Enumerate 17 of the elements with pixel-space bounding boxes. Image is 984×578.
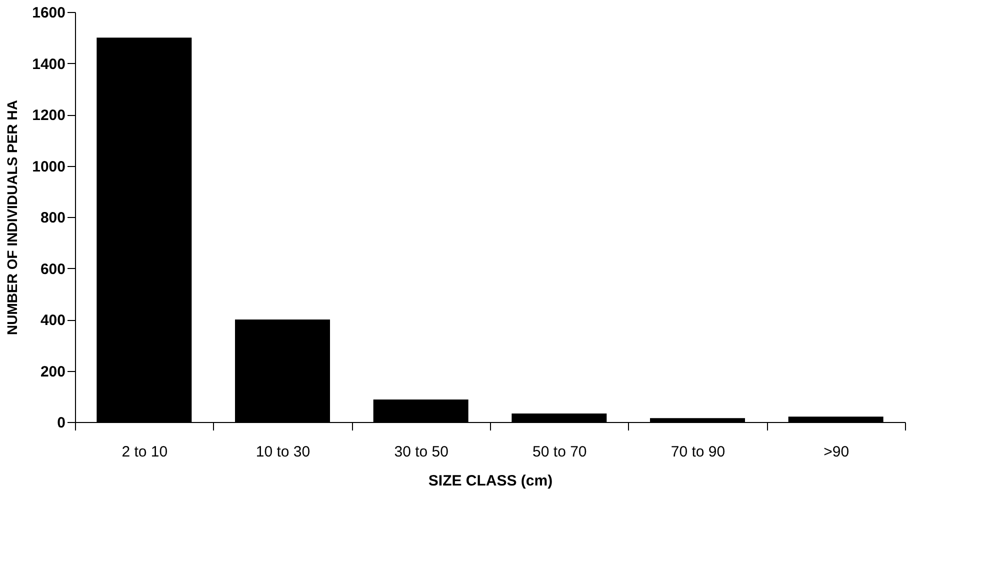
y-tick-label: 1600 — [32, 4, 66, 22]
y-tick-label: 200 — [40, 363, 66, 380]
y-tick-label: 0 — [57, 414, 66, 432]
y-tick-label: 1000 — [32, 158, 66, 176]
x-axis-title: SIZE CLASS (cm) — [428, 472, 553, 490]
x-tick-label: 10 to 30 — [256, 444, 310, 460]
y-tick-label: 600 — [40, 260, 66, 278]
x-tick-label: 2 to 10 — [122, 444, 168, 460]
x-tick-label: >90 — [824, 444, 850, 460]
x-tick-label: 50 to 70 — [532, 444, 587, 460]
x-tick-label: 70 to 90 — [670, 444, 726, 460]
x-tick-label: 30 to 50 — [394, 444, 448, 460]
y-tick-label: 1400 — [32, 56, 66, 73]
y-tick-label: 400 — [40, 312, 66, 329]
y-tick-label: 1200 — [32, 107, 66, 124]
y-axis-title: NUMBER OF INDIVIDUALS PER HA — [4, 100, 20, 335]
y-tick-label: 800 — [40, 210, 66, 226]
